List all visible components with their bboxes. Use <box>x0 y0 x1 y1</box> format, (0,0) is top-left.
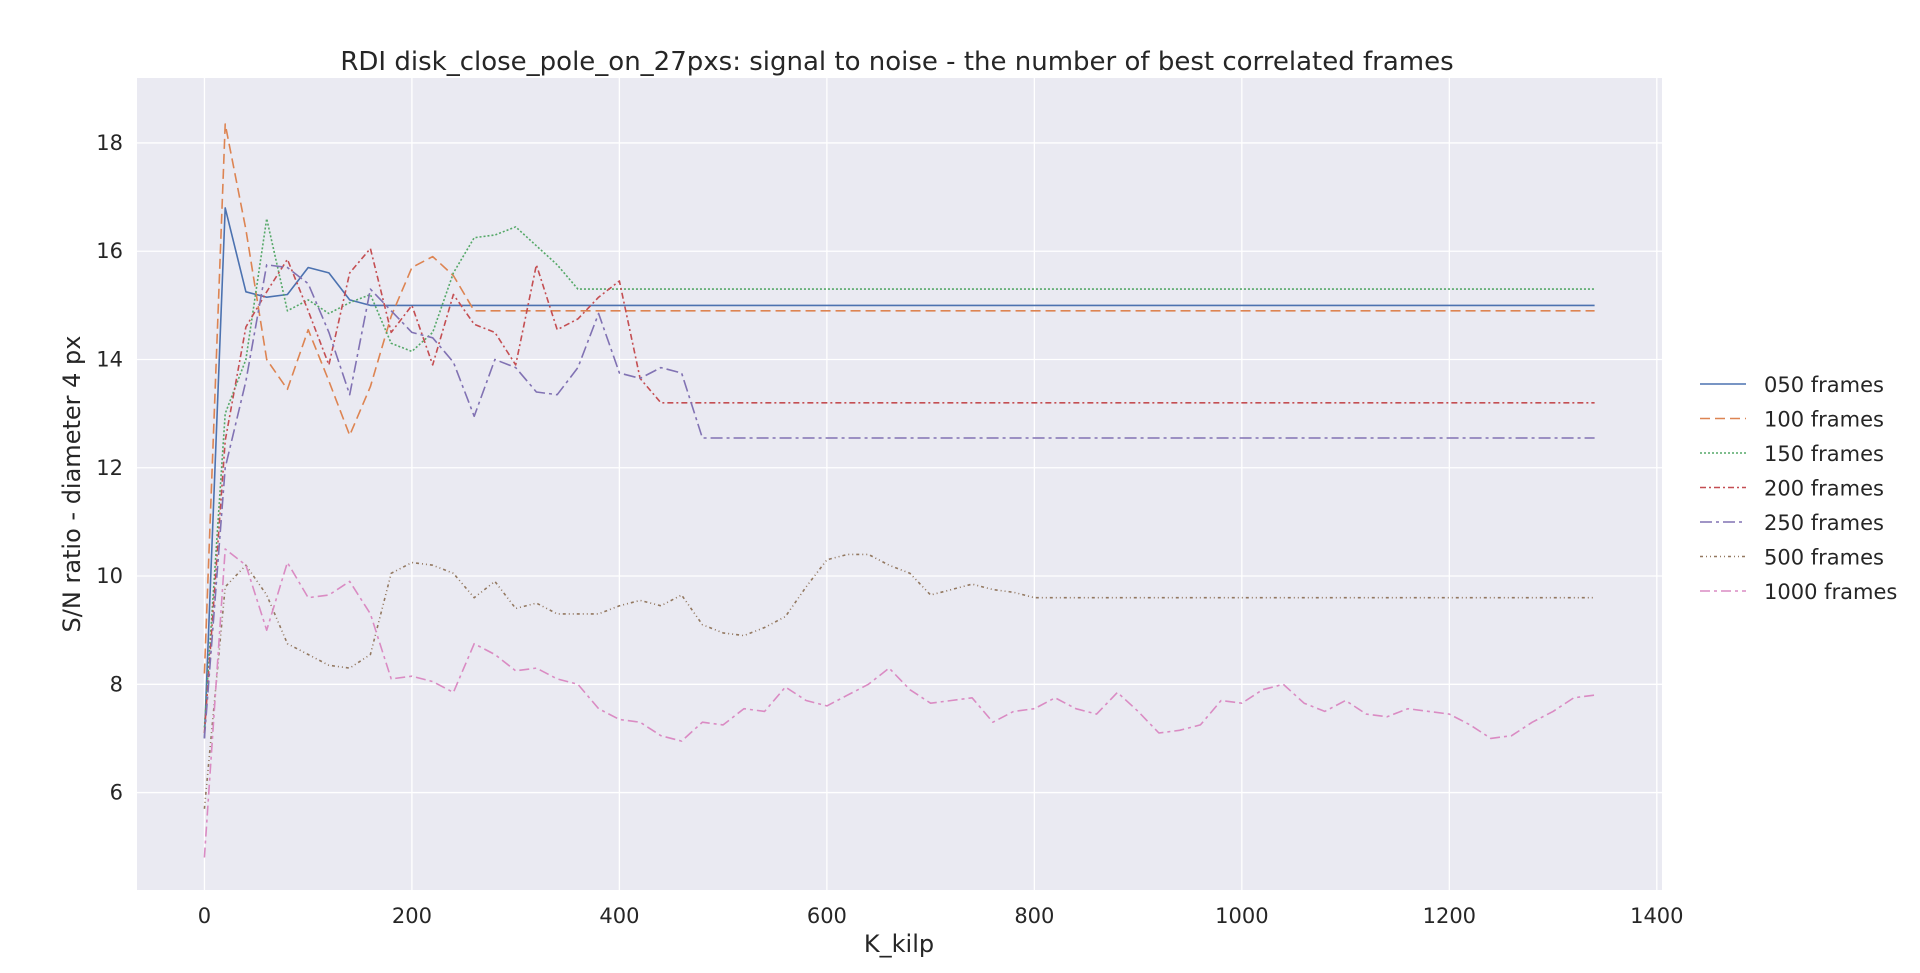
x-tick-label: 800 <box>1014 904 1054 928</box>
y-tick-label: 10 <box>96 564 123 588</box>
grid-lines <box>137 78 1662 890</box>
x-tick-label: 200 <box>392 904 432 928</box>
series-line <box>203 217 1595 728</box>
plot-area-background <box>137 78 1662 890</box>
chart-title: RDI disk_close_pole_on_27pxs: signal to … <box>340 47 1453 77</box>
y-tick-label: 18 <box>96 131 123 155</box>
x-tick-label: 600 <box>807 904 847 928</box>
series-lines <box>203 123 1595 858</box>
y-tick-labels: 6 8 10 12 14 16 18 <box>96 131 123 805</box>
series-line <box>203 207 1595 739</box>
series-line <box>203 548 1595 858</box>
y-tick-label: 16 <box>96 239 123 263</box>
legend-label: 250 frames <box>1764 511 1884 535</box>
legend-label: 050 frames <box>1764 373 1884 397</box>
x-axis-label: K_kilp <box>864 930 934 958</box>
legend-label: 500 frames <box>1764 546 1884 570</box>
x-tick-label: 1200 <box>1423 904 1476 928</box>
x-tick-label: 1000 <box>1215 904 1268 928</box>
legend-label: 200 frames <box>1764 477 1884 501</box>
legend-label: 150 frames <box>1764 442 1884 466</box>
y-axis-label: S/N ratio - diameter 4 px <box>58 336 86 633</box>
y-tick-label: 12 <box>96 456 123 480</box>
series-line <box>203 247 1595 734</box>
x-tick-label: 0 <box>198 904 211 928</box>
legend: 050 frames 100 frames 150 frames 200 frames… <box>1700 373 1897 604</box>
y-tick-label: 8 <box>110 672 123 696</box>
series-line <box>203 123 1595 674</box>
x-tick-label: 400 <box>599 904 639 928</box>
series-line <box>203 264 1595 739</box>
x-tick-label: 1400 <box>1630 904 1683 928</box>
x-tick-labels: 0 200 400 600 800 1000 1200 1400 <box>198 904 1684 928</box>
legend-label: 1000 frames <box>1764 580 1897 604</box>
y-tick-label: 6 <box>110 781 123 805</box>
y-tick-label: 14 <box>96 347 123 371</box>
legend-label: 100 frames <box>1764 408 1884 432</box>
